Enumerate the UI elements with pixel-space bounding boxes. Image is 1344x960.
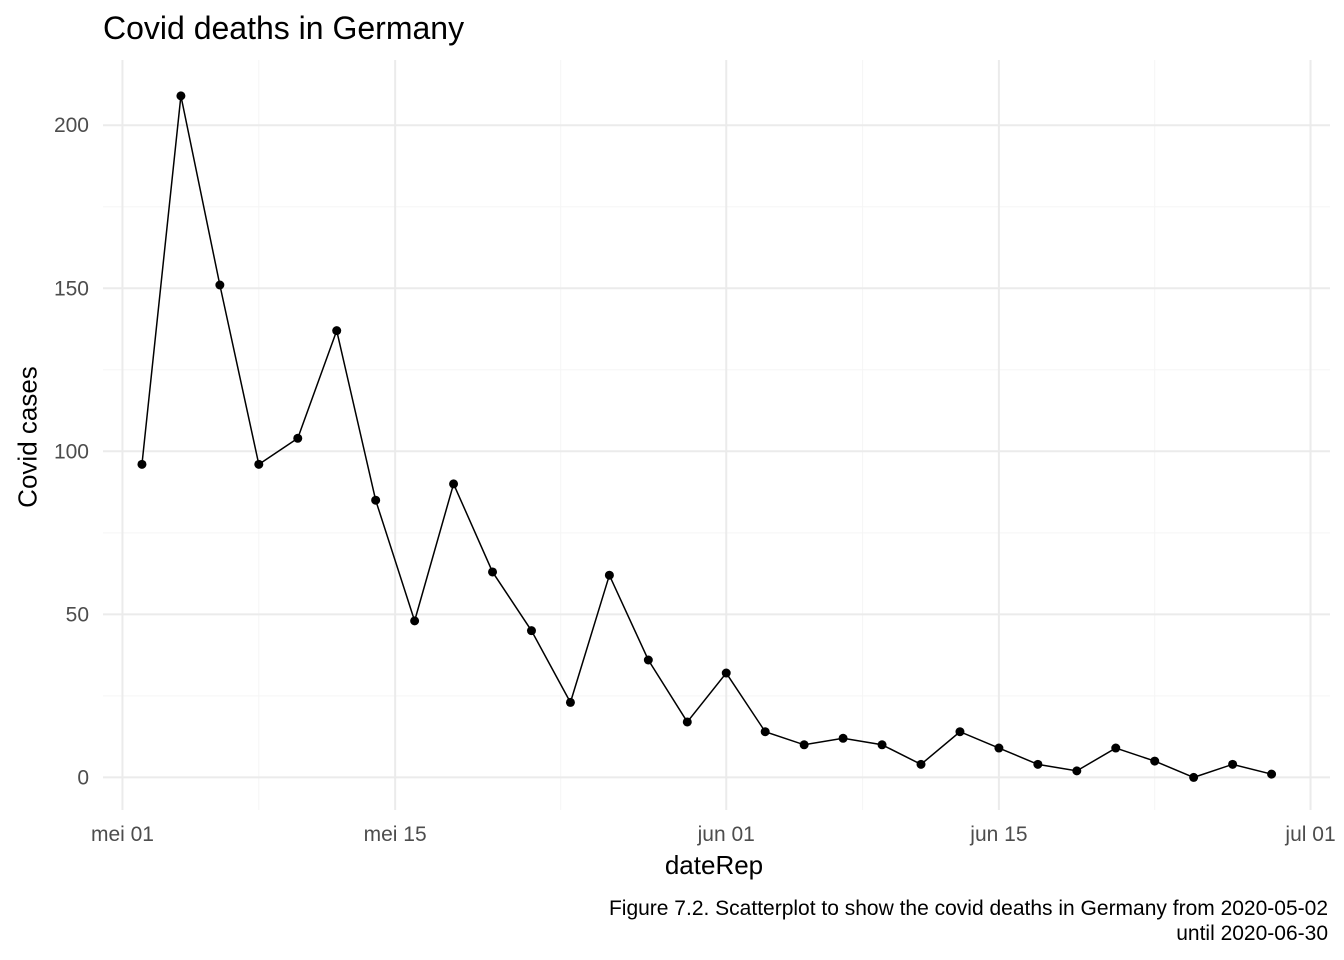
data-point [488, 567, 498, 577]
x-tick-label: jun 15 [969, 823, 1027, 846]
data-point [994, 743, 1004, 753]
data-point [838, 733, 848, 743]
y-tick-label: 50 [66, 603, 89, 626]
series-line [141, 95, 1272, 779]
data-point [721, 668, 731, 678]
chart-title: Covid deaths in Germany [103, 10, 465, 46]
data-point [799, 740, 809, 750]
data-point [410, 616, 420, 626]
data-point [1228, 759, 1238, 769]
data-point [1150, 756, 1160, 766]
data-point [604, 570, 614, 580]
minor-gridlines [103, 60, 1330, 810]
data-point [254, 459, 264, 469]
x-tick-label: mei 15 [364, 823, 427, 846]
y-tick-label: 100 [54, 440, 89, 463]
y-axis-tick-labels: 0 50 100 150 200 [54, 114, 89, 789]
data-point [565, 697, 575, 707]
data-point [1072, 766, 1082, 776]
data-point [916, 759, 926, 769]
data-point [293, 433, 303, 443]
y-tick-label: 150 [54, 277, 89, 300]
data-point [176, 91, 186, 101]
y-tick-label: 0 [77, 766, 89, 789]
data-point [332, 326, 342, 336]
series-line-group [141, 95, 1272, 779]
caption-line-1: Figure 7.2. Scatterplot to show the covi… [608, 897, 1328, 920]
data-point [526, 626, 536, 636]
data-point [1111, 743, 1121, 753]
x-tick-label: jun 01 [697, 823, 755, 846]
x-tick-label: jul 01 [1284, 823, 1335, 846]
y-tick-label: 200 [54, 114, 89, 137]
data-point [877, 740, 887, 750]
data-point [760, 727, 770, 737]
data-point [1033, 759, 1043, 769]
x-axis-tick-labels: mei 01 mei 15 jun 01 jun 15 jul 01 [91, 823, 1336, 846]
x-tick-label: mei 01 [91, 823, 154, 846]
data-point [682, 717, 692, 727]
data-point [643, 655, 653, 665]
data-point [1189, 772, 1199, 782]
data-point [137, 459, 147, 469]
data-point [1267, 769, 1277, 779]
series-points-group [137, 91, 1277, 782]
data-point [371, 495, 381, 505]
data-point [955, 727, 965, 737]
y-axis-label: Covid cases [12, 366, 43, 508]
data-point [215, 280, 225, 290]
data-point [449, 479, 459, 489]
x-axis-label: dateRep [664, 850, 764, 880]
major-gridlines [103, 60, 1330, 810]
caption-line-2: until 2020-06-30 [1176, 922, 1328, 945]
figure-caption: Figure 7.2. Scatterplot to show the covi… [609, 896, 1328, 946]
